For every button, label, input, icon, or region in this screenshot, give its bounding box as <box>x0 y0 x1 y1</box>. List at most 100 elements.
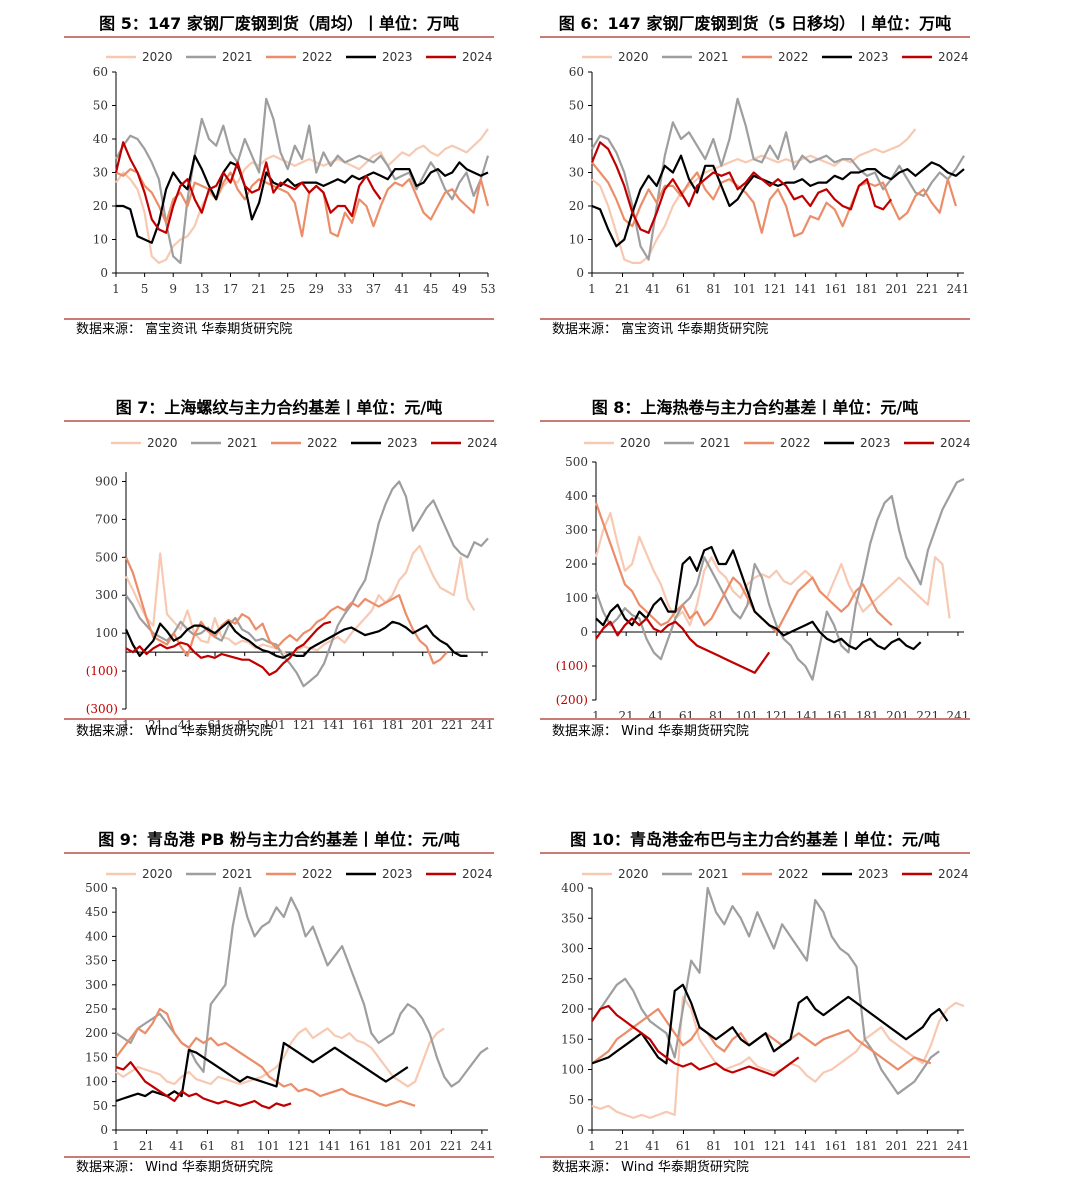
y-tick-label: 40 <box>569 132 584 146</box>
legend-label-2024: 2024 <box>467 436 498 450</box>
source-note: 数据来源： Wind 华泰期货研究院 <box>76 1160 273 1175</box>
series-line-2023 <box>124 620 468 659</box>
y-tick-label: 500 <box>95 550 118 564</box>
x-tick-label: 141 <box>318 1139 341 1153</box>
legend-label-2021: 2021 <box>222 867 253 881</box>
y-tick-label: 500 <box>565 455 588 469</box>
x-tick-label: 141 <box>796 709 819 723</box>
series-line-2021 <box>594 478 965 681</box>
y-tick-label: 100 <box>85 1075 108 1089</box>
series-line-2024 <box>114 141 382 234</box>
series-line-2022 <box>591 161 957 238</box>
x-tick-label: 21 <box>139 1139 154 1153</box>
y-tick-label: (100) <box>86 664 118 678</box>
legend-label-2023: 2023 <box>858 867 889 881</box>
x-tick-label: 1 <box>588 282 596 296</box>
x-tick-label: 241 <box>946 1139 969 1153</box>
y-tick-label: 0 <box>576 1123 584 1137</box>
y-tick-label: 50 <box>93 99 108 113</box>
x-tick-label: 161 <box>824 1139 847 1153</box>
legend-label-2022: 2022 <box>780 436 811 450</box>
x-tick-label: 29 <box>309 282 324 296</box>
legend-label-2024: 2024 <box>462 50 493 64</box>
x-tick-label: 241 <box>470 1139 493 1153</box>
legend-label-2022: 2022 <box>778 50 809 64</box>
x-tick-label: 201 <box>886 709 909 723</box>
x-tick-label: 101 <box>733 282 756 296</box>
figure-5-chart: 2020 2021 2022 2023 2024 0 10 20 30 40 50 60 1 5 9 13 17… <box>93 50 496 296</box>
y-tick-label: 350 <box>85 954 108 968</box>
figure-9-chart: 2020 2021 2022 2023 2024 0 50 100 150 200 250 300 35… <box>85 867 493 1153</box>
y-tick-label: 50 <box>569 1093 584 1107</box>
y-tick-label: 10 <box>569 233 584 247</box>
x-tick-label: 121 <box>766 709 789 723</box>
x-tick-label: 221 <box>440 1139 463 1153</box>
x-tick-label: 201 <box>411 718 434 732</box>
y-tick-label: 250 <box>561 972 584 986</box>
x-tick-label: 141 <box>794 282 817 296</box>
x-tick-label: 41 <box>645 282 660 296</box>
legend-label-2020: 2020 <box>147 436 178 450</box>
figure-title: 图 5：147 家钢厂废钢到货（周均）丨单位：万吨 <box>99 14 459 33</box>
x-tick-label: 5 <box>141 282 149 296</box>
y-tick-label: 100 <box>95 626 118 640</box>
legend-label-2024: 2024 <box>462 867 493 881</box>
x-tick-label: 101 <box>263 718 286 732</box>
x-tick-label: 241 <box>471 718 494 732</box>
x-tick-label: 161 <box>348 1139 371 1153</box>
x-tick-label: 121 <box>287 1139 310 1153</box>
x-tick-label: 141 <box>322 718 345 732</box>
series-line-2023 <box>591 154 965 248</box>
x-tick-label: 21 <box>251 282 266 296</box>
x-tick-label: 41 <box>169 1139 184 1153</box>
y-tick-label: 30 <box>569 166 584 180</box>
legend-label-2020: 2020 <box>142 50 173 64</box>
x-tick-label: 221 <box>916 709 939 723</box>
series-line-2022 <box>115 168 490 238</box>
source-rule <box>540 1156 970 1158</box>
legend-label-2020: 2020 <box>618 867 649 881</box>
y-tick-label: 900 <box>95 474 118 488</box>
x-tick-label: 201 <box>885 1139 908 1153</box>
x-tick-label: 81 <box>706 1139 721 1153</box>
legend-label-2024: 2024 <box>938 50 969 64</box>
x-tick-label: 33 <box>337 282 352 296</box>
x-tick-label: 81 <box>230 1139 245 1153</box>
x-tick-label: 21 <box>615 1139 630 1153</box>
y-tick-label: 400 <box>85 929 108 943</box>
x-tick-label: 101 <box>733 1139 756 1153</box>
y-tick-label: 30 <box>93 166 108 180</box>
legend-label-2020: 2020 <box>620 436 651 450</box>
x-tick-label: 241 <box>947 709 970 723</box>
y-tick-label: 400 <box>561 881 584 895</box>
x-tick-label: 201 <box>409 1139 432 1153</box>
x-tick-label: 13 <box>194 282 209 296</box>
title-rule <box>64 852 494 854</box>
y-tick-label: 150 <box>85 1050 108 1064</box>
y-tick-label: 100 <box>565 591 588 605</box>
x-tick-label: 181 <box>856 709 879 723</box>
legend-label-2021: 2021 <box>222 50 253 64</box>
y-tick-label: (300) <box>86 702 118 716</box>
source-note: 数据来源： Wind 华泰期货研究院 <box>552 724 749 739</box>
y-tick-label: 200 <box>565 557 588 571</box>
x-tick-label: 221 <box>916 282 939 296</box>
series-line-2020 <box>125 544 476 657</box>
x-tick-label: 141 <box>794 1139 817 1153</box>
x-tick-label: 17 <box>223 282 238 296</box>
series-line-2020 <box>594 511 951 627</box>
y-tick-label: 400 <box>565 489 588 503</box>
series-line-2023 <box>591 983 949 1065</box>
legend-label-2022: 2022 <box>302 867 333 881</box>
y-tick-label: 60 <box>569 65 584 79</box>
y-tick-label: 300 <box>561 942 584 956</box>
x-tick-label: 1 <box>592 709 600 723</box>
legend-label-2021: 2021 <box>698 50 729 64</box>
x-tick-label: 1 <box>588 1139 596 1153</box>
x-tick-label: 53 <box>480 282 495 296</box>
y-tick-label: 0 <box>580 625 588 639</box>
legend-label-2023: 2023 <box>858 50 889 64</box>
series-line-2022 <box>591 1007 932 1071</box>
legend-label-2024: 2024 <box>940 436 971 450</box>
legend-label-2023: 2023 <box>387 436 418 450</box>
